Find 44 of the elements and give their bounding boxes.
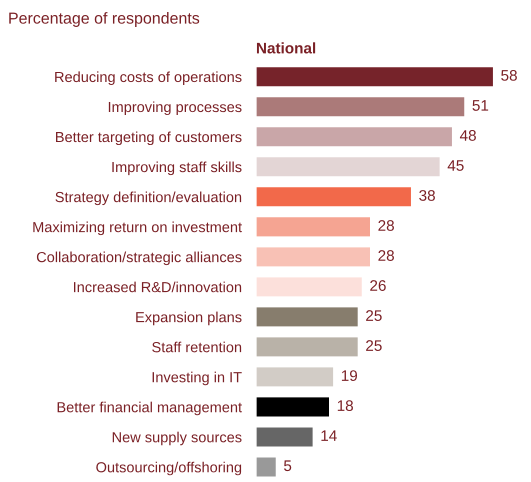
x-axis-title: National: [256, 42, 316, 54]
data-label: 26: [370, 280, 386, 291]
data-label: 45: [448, 160, 464, 171]
data-label: 5: [284, 460, 292, 472]
y-tick-label: Collaboration/strategic alliances: [36, 252, 242, 266]
data-label: 19: [342, 370, 358, 382]
y-tick-label: Improving staff skills: [112, 161, 242, 176]
y-tick-label: Investing in IT: [152, 372, 242, 386]
data-label: 28: [378, 250, 394, 261]
bar: [256, 66, 494, 88]
data-label: 48: [460, 130, 476, 141]
bar: [256, 156, 442, 178]
data-label: 38: [419, 190, 435, 201]
y-tick-label: Strategy definition/evaluation: [55, 192, 242, 206]
data-label: 25: [366, 310, 382, 321]
bar: [256, 186, 412, 208]
bar: [256, 336, 360, 358]
data-label: 18: [338, 400, 353, 412]
data-label: 58: [501, 70, 517, 81]
y-tick-label: Outsourcing/offshoring: [96, 462, 242, 476]
text: Percentage of respondents: [9, 12, 200, 27]
bar: [256, 366, 334, 388]
y-tick-label: Better targeting of customers: [56, 131, 242, 146]
bar: [256, 426, 314, 448]
y-tick-label: Reducing costs of operations: [55, 71, 242, 86]
y-tick-label: Increased R&D/innovation: [74, 282, 242, 292]
bar: [256, 246, 372, 268]
data-label: 28: [378, 220, 394, 231]
y-tick-label: Maximizing return on investment: [33, 222, 242, 236]
bar: [256, 96, 466, 118]
y-tick-label: Improving processes: [108, 101, 242, 116]
bar: [256, 216, 372, 238]
y-tick-label: Expansion plans: [136, 312, 242, 326]
data-label: 25: [366, 340, 382, 352]
data-label: 51: [472, 100, 488, 111]
y-tick-label: Staff retention: [152, 342, 242, 352]
bar: [256, 396, 330, 418]
y-tick-label: Better financial management: [58, 402, 242, 416]
bar: [256, 456, 278, 478]
bar: [256, 276, 364, 298]
y-tick-label: New supply sources: [112, 432, 242, 446]
bar: [256, 126, 454, 148]
bar: [256, 306, 360, 328]
data-label: 14: [321, 430, 337, 441]
